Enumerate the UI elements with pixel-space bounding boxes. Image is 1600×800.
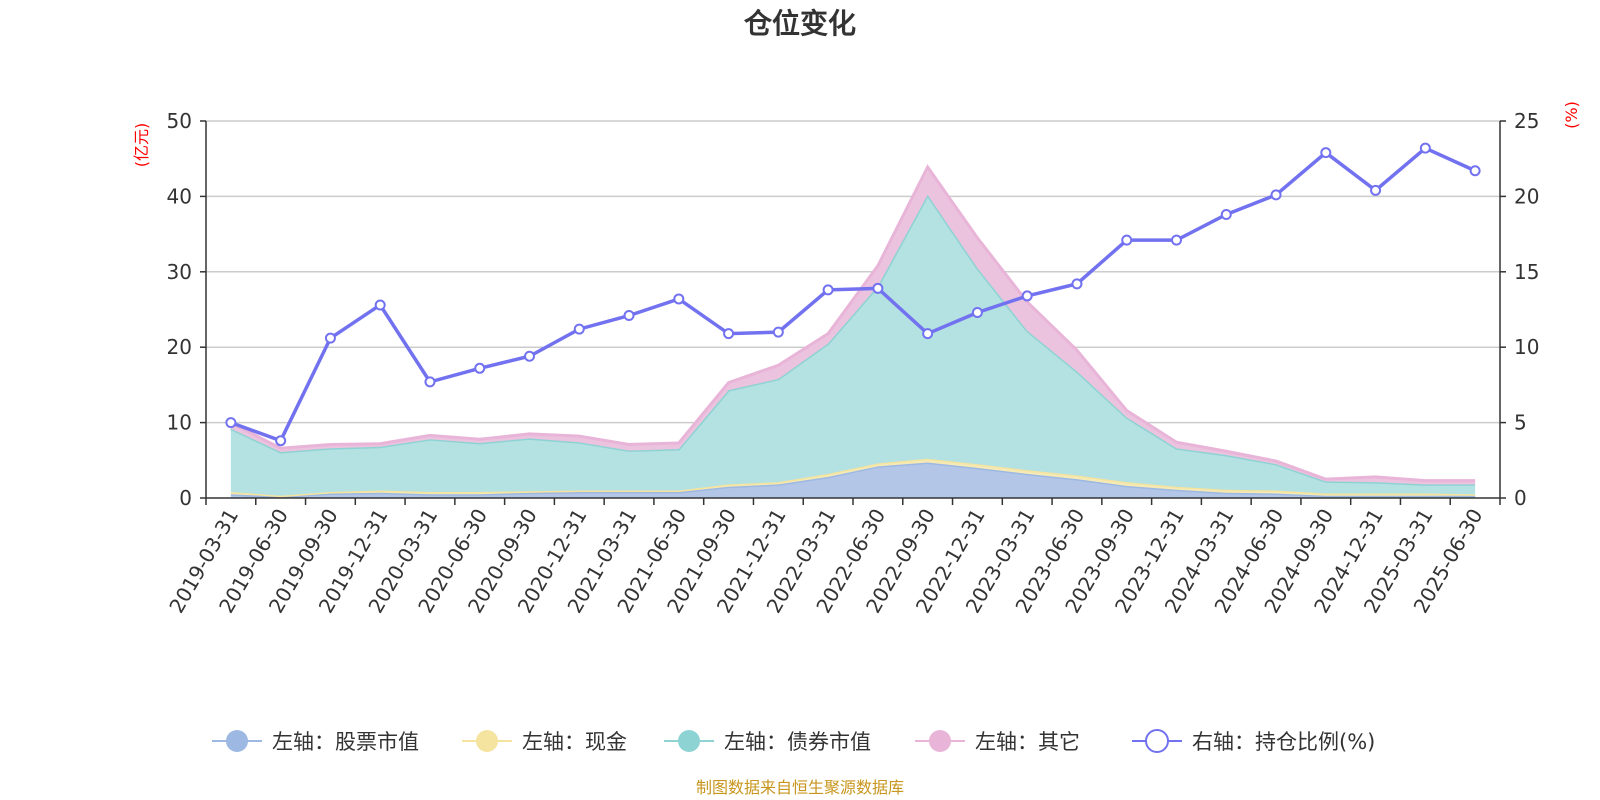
- ratio-point: [1270, 189, 1282, 201]
- ratio-point: [424, 376, 436, 388]
- legend-label: 右轴：持仓比例(%): [1192, 730, 1375, 754]
- chart-title: 仓位变化: [744, 7, 856, 40]
- legend-label: 左轴：股票市值: [272, 730, 419, 754]
- ratio-point: [573, 323, 585, 335]
- ratio-line: [230, 146, 1476, 443]
- ratio-point: [324, 332, 336, 344]
- left-axis-tick-label: 0: [179, 486, 192, 510]
- legend-item: 左轴：其它: [915, 730, 1080, 754]
- grid-lines: [206, 120, 1500, 424]
- legend-marker: [1145, 729, 1169, 753]
- ratio-point: [971, 307, 983, 319]
- right-axis-tick-label: 5: [1514, 411, 1527, 435]
- legend-item: 左轴：股票市值: [212, 730, 419, 754]
- ratio-point: [225, 417, 237, 429]
- legend: 左轴：股票市值 左轴：现金 左轴：债券市值 左轴：其它 右轴：持仓比例(%): [212, 729, 1375, 754]
- legend-label: 左轴：其它: [975, 730, 1080, 754]
- right-axis-unit: (%): [1562, 101, 1581, 129]
- ratio-point: [1220, 208, 1232, 220]
- area-series: [230, 194, 1476, 496]
- right-axis-tick-label: 15: [1514, 260, 1539, 284]
- ratio-point: [1419, 142, 1431, 154]
- ratio-point: [1071, 278, 1083, 290]
- ratio-point: [1171, 234, 1182, 246]
- right-axis-tick-label: 20: [1514, 184, 1539, 208]
- legend-item: 右轴：持仓比例(%): [1132, 729, 1375, 754]
- ratio-line-layer: [225, 142, 1481, 447]
- left-axis-unit: (亿元): [132, 123, 151, 168]
- ratio-point: [374, 299, 386, 311]
- right-axis-tick-label: 0: [1514, 486, 1527, 510]
- left-axis-tick-label: 50: [167, 109, 192, 133]
- left-axis-tick-label: 10: [167, 411, 192, 435]
- legend-label: 左轴：债券市值: [724, 730, 871, 754]
- ratio-point: [1469, 165, 1481, 177]
- left-axis-tick-label: 30: [167, 260, 192, 284]
- legend-marker: [678, 730, 700, 752]
- ratio-point: [474, 362, 486, 374]
- stacked-areas: [230, 164, 1476, 498]
- legend-marker: [226, 730, 248, 752]
- area-series-edge: [230, 164, 1476, 483]
- ratio-point: [673, 293, 685, 305]
- ratio-point: [1021, 290, 1033, 302]
- ratio-point: [922, 328, 934, 340]
- ratio-point: [872, 282, 884, 294]
- legend-label: 左轴：现金: [522, 730, 627, 754]
- left-axis-tick-label: 20: [167, 335, 192, 359]
- legend-marker: [476, 730, 498, 752]
- ratio-point: [822, 284, 834, 296]
- area-series: [230, 458, 1476, 497]
- source-footer: 制图数据来自恒生聚源数据库: [696, 778, 904, 797]
- ratio-point: [1370, 184, 1382, 196]
- legend-marker: [929, 730, 951, 752]
- ratio-point: [275, 435, 287, 447]
- right-axis-tick-label: 10: [1514, 335, 1539, 359]
- ratio-point: [1320, 147, 1332, 159]
- ratio-point: [623, 310, 635, 322]
- ratio-point: [1121, 234, 1133, 246]
- legend-item: 左轴：债券市值: [664, 730, 871, 754]
- left-axis-tick-label: 40: [167, 184, 192, 208]
- legend-item: 左轴：现金: [462, 730, 627, 754]
- ratio-point: [524, 350, 535, 362]
- ratio-point: [772, 326, 784, 338]
- ratio-point: [723, 328, 735, 340]
- right-axis-tick-label: 25: [1514, 109, 1539, 133]
